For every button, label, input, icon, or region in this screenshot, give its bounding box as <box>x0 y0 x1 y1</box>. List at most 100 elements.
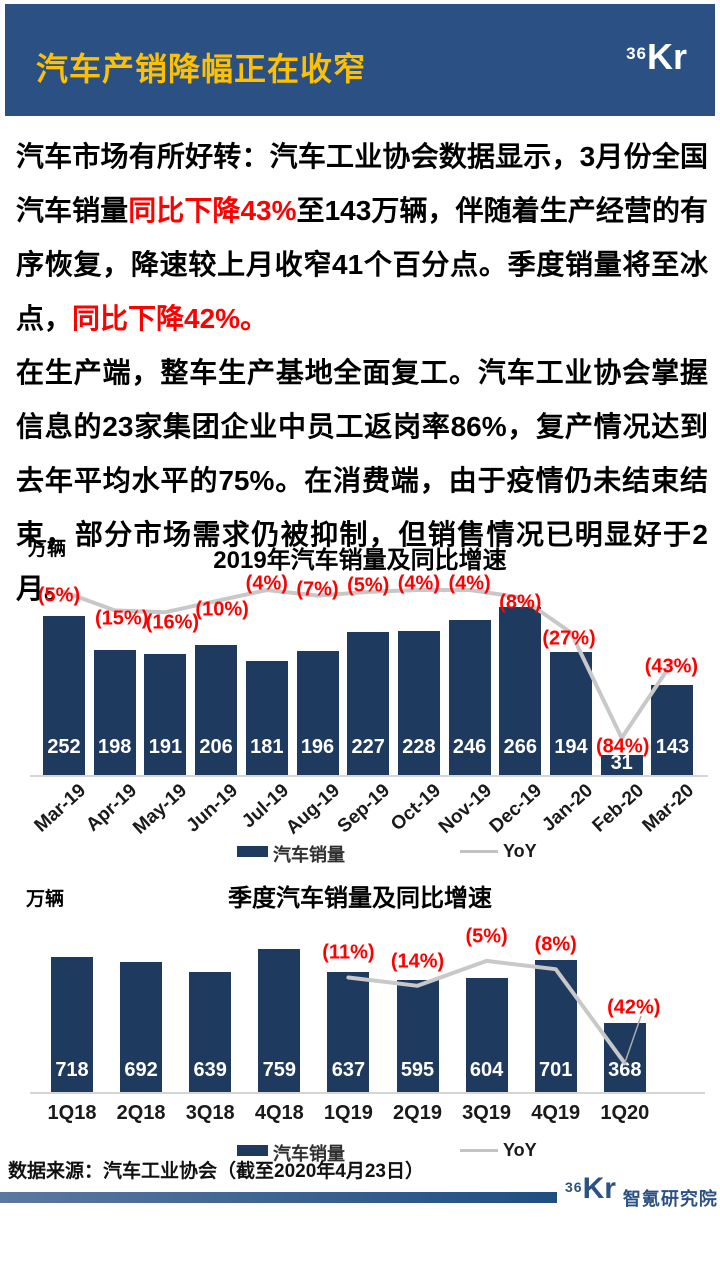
chart2-bar-3Q19: 604 <box>465 978 508 1092</box>
chart1-yoy-label-Jan-20: (27%) <box>542 627 596 650</box>
chart2-x-tick-1Q19: 1Q19 <box>323 1102 373 1124</box>
chart2-yoy-label-3Q19: (5%) <box>465 925 508 948</box>
chart2-x-tick-1Q18: 1Q18 <box>47 1102 97 1124</box>
text-segment: 至143万辆，伴随着生产经营的有序恢复，降速较上月收窄41个百分点。季度销量将至… <box>16 195 708 334</box>
bar-value-label: 639 <box>193 1058 227 1081</box>
chart2-x-tick-3Q18: 3Q18 <box>185 1102 235 1124</box>
bar-value-label: 206 <box>199 735 233 758</box>
bar-value-label: 252 <box>47 735 81 758</box>
chart1-legend-bar-swatch <box>237 846 268 857</box>
bar-value-label: 181 <box>250 735 284 758</box>
chart2-x-tick-2Q18: 2Q18 <box>116 1102 166 1124</box>
chart1-legend-bar-label: 汽车销量 <box>273 845 345 865</box>
bar-value-label: 143 <box>655 735 690 758</box>
text-segment: 同比下降42%。 <box>72 303 269 334</box>
bar-value-label: 701 <box>539 1058 573 1081</box>
chart1-x-axis <box>30 775 708 777</box>
chart2-yoy-label-2Q19: (14%) <box>390 950 445 973</box>
footer-logo-sup: 36 <box>565 1179 583 1195</box>
header-banner: 汽车产销降幅正在收窄 36 Kr <box>5 4 715 116</box>
chart1-bar-May-19: 191 <box>144 654 187 775</box>
chart1-bar-Feb-20: 31 <box>600 751 643 775</box>
chart1-bar-Oct-19: 228 <box>397 630 440 775</box>
bar-value-label: 227 <box>351 735 385 758</box>
footer-logo-text: 智氪研究院 <box>622 1189 718 1209</box>
text-segment: 同比下降43% <box>128 195 297 226</box>
footer-36kr-logo-icon: 36 Kr 智氪研究院 <box>565 1172 718 1211</box>
chart1-yoy-label-Feb-20: (84%) <box>596 735 650 758</box>
chart2-unit-label: 万辆 <box>26 889 65 910</box>
chart2-x-tick-3Q19: 3Q19 <box>462 1102 512 1124</box>
bar-value-label: 194 <box>554 735 588 758</box>
36kr-logo-sup: 36 <box>626 44 647 63</box>
36kr-logo-main: Kr <box>646 36 687 77</box>
chart1-yoy-label-Apr-19: (15%) <box>95 607 149 630</box>
chart2-x-tick-2Q19: 2Q19 <box>393 1102 442 1124</box>
bar-value-label: 718 <box>55 1058 89 1081</box>
bar-value-label: 196 <box>300 735 335 758</box>
chart1-title: 2019年汽车销量及同比增速 <box>213 547 507 574</box>
chart2-legend-line-swatch <box>460 1149 498 1152</box>
body-text: 汽车市场有所好转：汽车工业协会数据显示，3月份全国汽车销量同比下降43%至143… <box>16 130 708 616</box>
chart2-bar-1Q20: 368 <box>603 1022 646 1092</box>
chart2-bar-2Q19: 595 <box>396 980 439 1092</box>
bar-value-label: 228 <box>402 735 436 758</box>
chart1-yoy-label-Mar-19: (5%) <box>37 584 81 607</box>
text-segment: 由于疫情仍未结束结束，部分市场需求仍被抑制，但销售情况已明显好于2月。 <box>16 465 708 604</box>
bar-value-label: 31 <box>610 751 633 774</box>
text-segment: 汽车工业协会数据显示，3月份全国汽车销量 <box>16 141 708 226</box>
chart2-x-tick-4Q18: 4Q18 <box>254 1102 304 1124</box>
text-segment: 汽车市场有所好转： <box>16 141 270 172</box>
chart2-yoy-label-1Q20: (42%) <box>607 996 661 1019</box>
chart1-bar-Jun-19: 206 <box>195 644 238 775</box>
chart2-bar-4Q18: 759 <box>258 949 301 1092</box>
chart1-bar-Mar-20: 143 <box>651 684 694 775</box>
chart2-title: 季度汽车销量及同比增速 <box>228 885 492 912</box>
bar-value-label: 595 <box>400 1058 435 1081</box>
chart2-legend-line-label: YoY <box>503 1140 537 1160</box>
chart1-legend-line-label: YoY <box>503 841 537 861</box>
chart1-bar-Dec-19: 266 <box>499 606 542 775</box>
chart1-yoy-label-May-19: (16%) <box>145 611 200 634</box>
source-note: 数据来源：汽车工业协会（截至2020年4月23日） <box>8 1161 424 1182</box>
chart2-bar-2Q18: 692 <box>120 961 163 1092</box>
chart2-yoy-label-4Q19: (8%) <box>534 933 577 956</box>
bar-value-label: 191 <box>148 735 183 758</box>
chart2-bar-1Q18: 718 <box>51 957 93 1092</box>
bar-value-label: 368 <box>608 1058 642 1081</box>
paragraph-market-improvement: 汽车市场有所好转：汽车工业协会数据显示，3月份全国汽车销量同比下降43%至143… <box>16 130 708 346</box>
footer-logo-main: Kr <box>582 1172 616 1205</box>
chart1-bar-Apr-19: 198 <box>93 649 136 775</box>
chart1-yoy-label-Jul-19: (4%) <box>245 572 288 595</box>
chart1-bar-Mar-19: 252 <box>43 615 85 775</box>
bar-value-label: 692 <box>124 1058 158 1081</box>
text-segment: 在生产端，整车生产基地全面复工。汽车工业协会掌握信息的23家集团企业中员工返岗率… <box>16 357 708 496</box>
chart1-yoy-label-Aug-19: (7%) <box>296 578 339 601</box>
chart1-bar-Jan-20: 194 <box>550 652 592 775</box>
bar-value-label: 604 <box>469 1058 504 1081</box>
chart2-bar-1Q19: 637 <box>327 972 370 1092</box>
paragraph-production-consumption: 在生产端，整车生产基地全面复工。汽车工业协会掌握信息的23家集团企业中员工返岗率… <box>16 346 708 616</box>
chart1-yoy-label-Dec-19: (8%) <box>499 591 542 614</box>
footer-divider-bar <box>0 1192 557 1203</box>
chart1-yoy-label-Oct-19: (4%) <box>397 572 441 595</box>
chart1-yoy-label-Mar-20: (43%) <box>644 655 699 678</box>
chart1-yoy-label-Nov-19: (4%) <box>448 572 491 595</box>
chart1-bar-Jul-19: 181 <box>245 660 288 775</box>
chart1-yoy-label-Sep-19: (5%) <box>347 574 390 597</box>
chart1-unit-label: 万辆 <box>28 539 67 560</box>
chart2-x-tick-4Q19: 4Q19 <box>531 1102 581 1124</box>
chart2-legend-bar-swatch <box>237 1145 268 1156</box>
chart2-bar-4Q19: 701 <box>534 960 577 1092</box>
chart2-legend-bar-label: 汽车销量 <box>273 1144 345 1164</box>
bar-value-label: 637 <box>331 1058 366 1081</box>
chart1-bar-Nov-19: 246 <box>448 619 491 775</box>
chart2-bar-3Q18: 639 <box>189 971 232 1092</box>
bar-value-label: 246 <box>452 735 487 758</box>
bar-value-label: 759 <box>262 1058 296 1081</box>
chart1-bar-Sep-19: 227 <box>347 631 390 775</box>
chart2-yoy-label-1Q19: (11%) <box>322 941 375 964</box>
chart2-x-tick-1Q20: 1Q20 <box>600 1102 650 1124</box>
chart1-bar-Aug-19: 196 <box>296 651 339 775</box>
